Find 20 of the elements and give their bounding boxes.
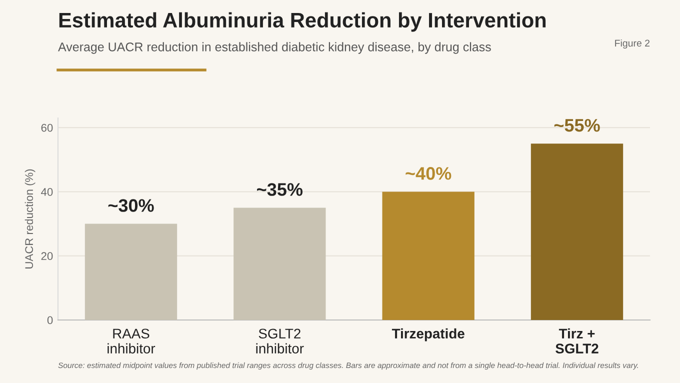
y-tick-label: 60 (41, 124, 53, 132)
data-label: ~55% (554, 119, 600, 132)
caption: Figure 2 (615, 39, 650, 49)
bar (84, 224, 178, 320)
data-label: ~40% (406, 167, 452, 180)
chart-title: Estimated Albuminuria Reduction by Intervention (59, 12, 546, 32)
x-tick-label: RAAS inhibitor (108, 328, 156, 354)
y-tick-label: 40 (41, 188, 53, 196)
bar (382, 192, 474, 320)
x-tick-label: SGLT2 inhibitor (256, 328, 304, 354)
y-tick-label: 20 (41, 252, 53, 260)
bar (530, 144, 624, 320)
y-tick-label: 0 (47, 316, 53, 324)
x-tick-label: Tirz + SGLT2 (556, 328, 598, 354)
data-label: ~35% (257, 183, 303, 196)
data-label: ~30% (108, 199, 154, 212)
x-tick-label: Tirzepatide (392, 328, 464, 342)
chart-subtitle: Average UACR reduction in established diabetic kidney disease, by drug class (58, 42, 491, 54)
y-axis-title: UACR reduction (%) (24, 169, 36, 268)
bar (234, 208, 326, 320)
